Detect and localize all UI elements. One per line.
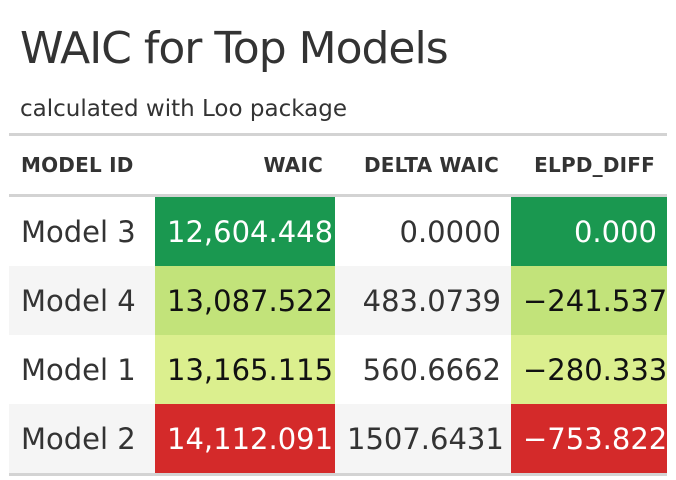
cell-elpd-diff: −280.333 bbox=[511, 335, 667, 404]
cell-delta-waic: 1507.6431 bbox=[335, 404, 511, 475]
cell-elpd-diff: 0.000 bbox=[511, 195, 667, 266]
waic-table: MODEL ID WAIC DELTA WAIC ELPD_DIFF Model… bbox=[9, 133, 667, 476]
cell-waic: 14,112.091 bbox=[155, 404, 335, 475]
table-header-row: MODEL ID WAIC DELTA WAIC ELPD_DIFF bbox=[9, 134, 667, 197]
cell-delta-waic: 0.0000 bbox=[399, 214, 501, 249]
cell-model: Model 1 bbox=[21, 352, 136, 387]
cell-model: Model 2 bbox=[9, 404, 155, 475]
page-title: WAIC for Top Models bbox=[20, 23, 449, 74]
cell-elpd-diff: −753.822 bbox=[511, 404, 667, 475]
table-row: Model 2 14,112.091 1507.6431 −753.822 bbox=[9, 404, 667, 475]
cell-waic: 12,604.448 bbox=[155, 195, 335, 266]
header-delta-waic: DELTA WAIC bbox=[335, 134, 511, 197]
header-elpd-diff: ELPD_DIFF bbox=[511, 134, 667, 197]
header-model-id: MODEL ID bbox=[9, 134, 155, 197]
cell-waic: 13,165.115 bbox=[155, 335, 335, 404]
header-waic: WAIC bbox=[155, 134, 335, 197]
table-row: Model 4 13,087.522 483.0739 −241.537 bbox=[9, 266, 667, 335]
cell-waic: 13,087.522 bbox=[155, 266, 335, 335]
table-row: Model 1 13,165.115 560.6662 −280.333 bbox=[9, 335, 667, 404]
cell-delta-waic: 560.6662 bbox=[362, 352, 501, 387]
table-row: Model 3 12,604.448 0.0000 0.000 bbox=[9, 195, 667, 266]
cell-model: Model 3 bbox=[21, 214, 136, 249]
cell-model: Model 4 bbox=[9, 266, 155, 335]
cell-elpd-diff: −241.537 bbox=[511, 266, 667, 335]
cell-delta-waic: 483.0739 bbox=[335, 266, 511, 335]
page-subtitle: calculated with Loo package bbox=[20, 96, 347, 122]
